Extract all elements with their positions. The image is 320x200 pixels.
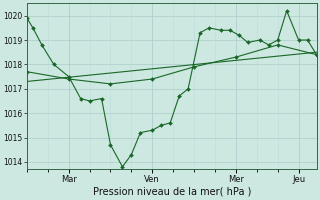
X-axis label: Pression niveau de la mer( hPa ): Pression niveau de la mer( hPa ) bbox=[92, 187, 251, 197]
